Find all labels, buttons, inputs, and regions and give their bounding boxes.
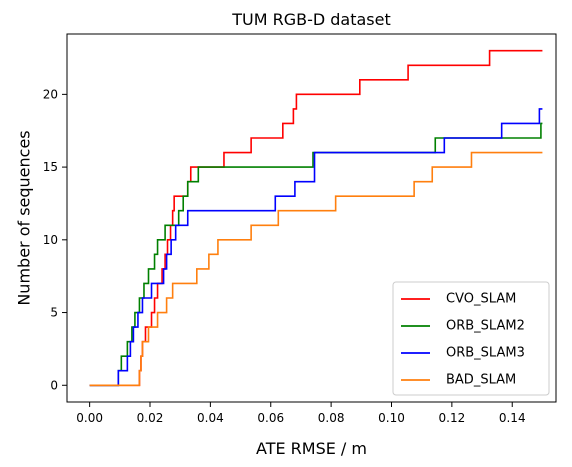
legend-box [392,281,550,396]
legend-entry-label: ORB_SLAM3 [446,346,525,361]
x-axis-label: ATE RMSE / m [256,439,367,458]
series-line-bad-slam [89,151,543,387]
series-layer [89,49,543,387]
x-tick-label: 0.00 [76,411,103,425]
x-tick-label: 0.12 [439,411,466,425]
plot-frame [66,33,557,403]
chart-title: TUM RGB-D dataset [231,10,391,29]
ticks-layer: 0.00 0.02 0.04 0.06 0.08 0.10 0.12 0.14 0 5 10 15 20 [43,87,526,425]
y-tick-label: 0 [50,378,58,392]
legend: CVO_SLAM ORB_SLAM2 ORB_SLAM3 BAD_SLAM [392,281,550,396]
x-tick-label: 0.14 [499,411,526,425]
y-tick-label: 20 [43,87,58,101]
legend-entry-label: CVO_SLAM [446,292,516,307]
legend-entry-label: ORB_SLAM2 [446,319,525,334]
y-tick-label: 10 [43,233,58,247]
y-axis-label: Number of sequences [15,130,34,305]
y-tick-label: 15 [43,160,58,174]
series-line-orb-slam2 [89,122,543,387]
x-tick-label: 0.08 [318,411,345,425]
series-line-orb-slam3 [89,108,543,387]
legend-entry-label: BAD_SLAM [446,373,516,388]
x-tick-label: 0.10 [378,411,405,425]
y-tick-label: 5 [50,306,58,320]
x-tick-label: 0.04 [197,411,224,425]
x-tick-label: 0.02 [137,411,164,425]
x-tick-label: 0.06 [257,411,284,425]
